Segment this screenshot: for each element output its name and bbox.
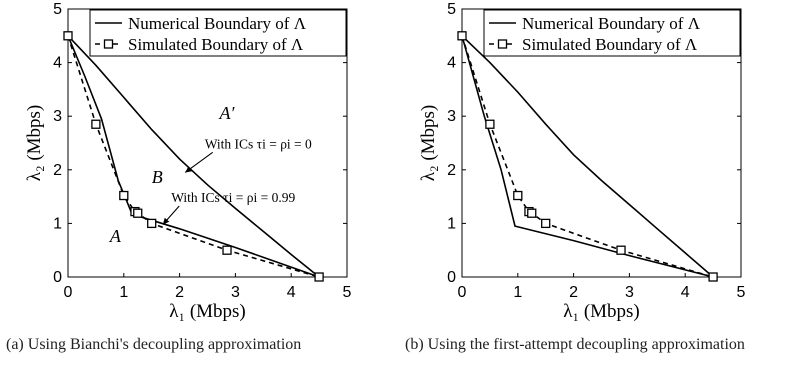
- panel-a-y-tick-label: 3: [53, 108, 62, 125]
- panel-b-x-axis-label: λ₁ (Mbps): [563, 301, 640, 322]
- panel-a-y-tick-label: 2: [53, 162, 62, 179]
- panel-a-y-tick-label: 0: [53, 269, 62, 286]
- panel-b-y-axis-label: λ₂ (Mbps): [418, 105, 439, 182]
- panel-b-x-tick-label: 2: [569, 284, 578, 301]
- caption-a: (a) Using Bianchi's decoupling approxima…: [6, 336, 302, 353]
- panel-b-legend-label: Simulated Boundary of Λ: [522, 35, 698, 54]
- panel-a-legend-marker: [103, 39, 114, 49]
- panel-b-x-tick-label: 1: [513, 284, 522, 301]
- panel-a-annotation-label: With ICs τi = ρi = 0.99: [171, 190, 295, 205]
- panel-a-annotation-arrowhead: [162, 217, 170, 225]
- panel-b-y-tick-label: 0: [447, 269, 456, 286]
- panel-a-region-label: B: [152, 167, 163, 187]
- panel-a-simulated-point-marker: [119, 190, 129, 201]
- panel-b-simulated-point-marker: [485, 119, 495, 129]
- panel-a-numerical-boundary-line: [67, 35, 320, 278]
- panel-a-simulated-point-marker: [222, 245, 232, 255]
- panel-a-simulated-point-marker: [133, 208, 143, 218]
- panel-a-x-tick-label: 5: [343, 284, 352, 301]
- panel-a-simulated-point-marker: [314, 272, 324, 282]
- panel-a-region-label: A: [109, 226, 122, 246]
- panel-a-simulated-boundary-line: [67, 35, 320, 278]
- panel-b-legend-label: Numerical Boundary of Λ: [522, 14, 701, 33]
- panel-b-axes-box: [461, 8, 742, 278]
- panel-a-y-tick-label: 1: [53, 215, 62, 232]
- panel-b-x-tick-label: 4: [681, 284, 690, 301]
- panel-a-legend-box: [89, 9, 347, 57]
- panel-a-annotation-arrowhead: [185, 166, 193, 173]
- panel-a-y-tick-label: 4: [53, 55, 62, 72]
- panel-b-y-tick-label: 3: [447, 108, 456, 125]
- panel-a-x-tick-label: 0: [64, 284, 73, 301]
- panel-b-y-tick-label: 5: [447, 1, 456, 18]
- panel-a-y-axis-label: λ₂ (Mbps): [24, 105, 45, 182]
- panel-a-x-tick-label: 1: [119, 284, 128, 301]
- panel-b-y-tick-label: 2: [447, 162, 456, 179]
- panel-a-x-axis-label: λ₁ (Mbps): [169, 301, 246, 322]
- panel-a-simulated-point-marker: [147, 218, 157, 229]
- panel-a-x-tick-label: 3: [231, 284, 240, 301]
- panel-b-numerical-boundary-line: [461, 35, 714, 278]
- panel-b-legend-box: [483, 9, 741, 57]
- panel-b-x-tick-label: 5: [737, 284, 746, 301]
- panel-b-simulated-point-marker: [708, 272, 718, 282]
- panel-a-simulated-point-marker: [63, 31, 73, 41]
- panel-b-simulated-point-marker: [513, 190, 523, 201]
- panel-b-numerical-boundary-line: [461, 35, 714, 278]
- panel-a-legend-label: Simulated Boundary of Λ: [128, 35, 304, 54]
- panel-b-legend-marker: [497, 39, 508, 49]
- panel-b-y-tick-label: 1: [447, 215, 456, 232]
- panel-a-simulated-point-marker: [91, 119, 101, 129]
- panel-a-numerical-boundary-line: [67, 35, 320, 278]
- panel-b-x-tick-label: 0: [458, 284, 467, 301]
- panel-a-region-label: A′: [219, 103, 236, 123]
- caption-b: (b) Using the first-attempt decoupling a…: [405, 336, 745, 353]
- panel-b-y-tick-label: 4: [447, 55, 456, 72]
- panel-a-annotation-label: With ICs τi = ρi = 0: [205, 136, 312, 151]
- panel-b-x-tick-label: 3: [625, 284, 634, 301]
- panel-b-simulated-point-marker: [541, 218, 551, 229]
- panel-a-x-tick-label: 2: [175, 284, 184, 301]
- panel-a-y-tick-label: 5: [53, 1, 62, 18]
- panel-b-simulated-point-marker: [527, 208, 537, 218]
- panel-a-axes-box: [67, 8, 348, 278]
- panel-a-x-tick-label: 4: [287, 284, 296, 301]
- panel-b-simulated-point-marker: [616, 245, 626, 255]
- panel-b-simulated-point-marker: [457, 31, 467, 41]
- panel-a-legend-label: Numerical Boundary of Λ: [128, 14, 307, 33]
